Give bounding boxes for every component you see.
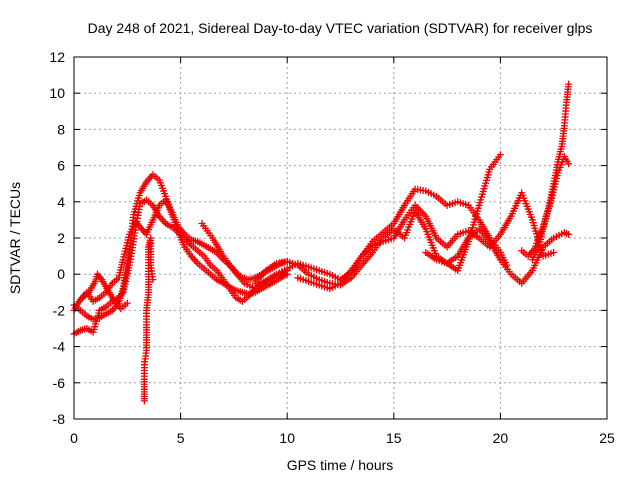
data-points: [70, 80, 573, 405]
series-arc-9: [528, 80, 573, 264]
y-tick-label: 6: [57, 158, 65, 174]
y-tick-label: 0: [57, 266, 65, 282]
x-tick-label: 20: [493, 430, 509, 446]
x-tick-label: 10: [279, 430, 295, 446]
series-arc-8: [422, 225, 573, 287]
data-point: [565, 230, 573, 238]
y-tick-label: -4: [53, 339, 66, 355]
series-arc-6: [251, 151, 504, 289]
x-axis-label: GPS time / hours: [287, 457, 394, 473]
y-axis-label: SDTVAR / TECUs: [7, 182, 23, 294]
y-tick-label: 12: [49, 49, 65, 65]
grid-lines: [74, 57, 607, 419]
data-point: [496, 151, 504, 159]
x-tick-label: 0: [70, 430, 78, 446]
x-tick-label: 25: [599, 430, 615, 446]
y-tick-label: -2: [53, 302, 66, 318]
series-arc-3: [70, 196, 291, 314]
data-point: [565, 80, 573, 88]
axes: 0 5 10 15 20 25 -8 -6 -4 -2 0 2 4 6 8 10 12: [49, 49, 615, 446]
data-point: [123, 299, 131, 307]
chart-title: Day 248 of 2021, Sidereal Day-to-day VTE…: [88, 20, 593, 36]
data-point: [565, 160, 573, 168]
y-tick-label: -6: [53, 375, 66, 391]
series-outlier-drop: [140, 234, 157, 405]
y-tick-label: 8: [57, 121, 65, 137]
series-arc-10: [518, 153, 573, 260]
series-arc-4: [79, 270, 131, 313]
x-tick-label: 5: [177, 430, 185, 446]
x-tick-label: 15: [386, 430, 402, 446]
y-tick-label: 4: [57, 194, 65, 210]
data-point: [550, 248, 558, 256]
y-tick-label: 2: [57, 230, 65, 246]
y-tick-label: 10: [49, 85, 65, 101]
y-tick-label: -8: [53, 411, 66, 427]
data-point: [149, 276, 157, 284]
series-arc-7: [294, 189, 558, 293]
